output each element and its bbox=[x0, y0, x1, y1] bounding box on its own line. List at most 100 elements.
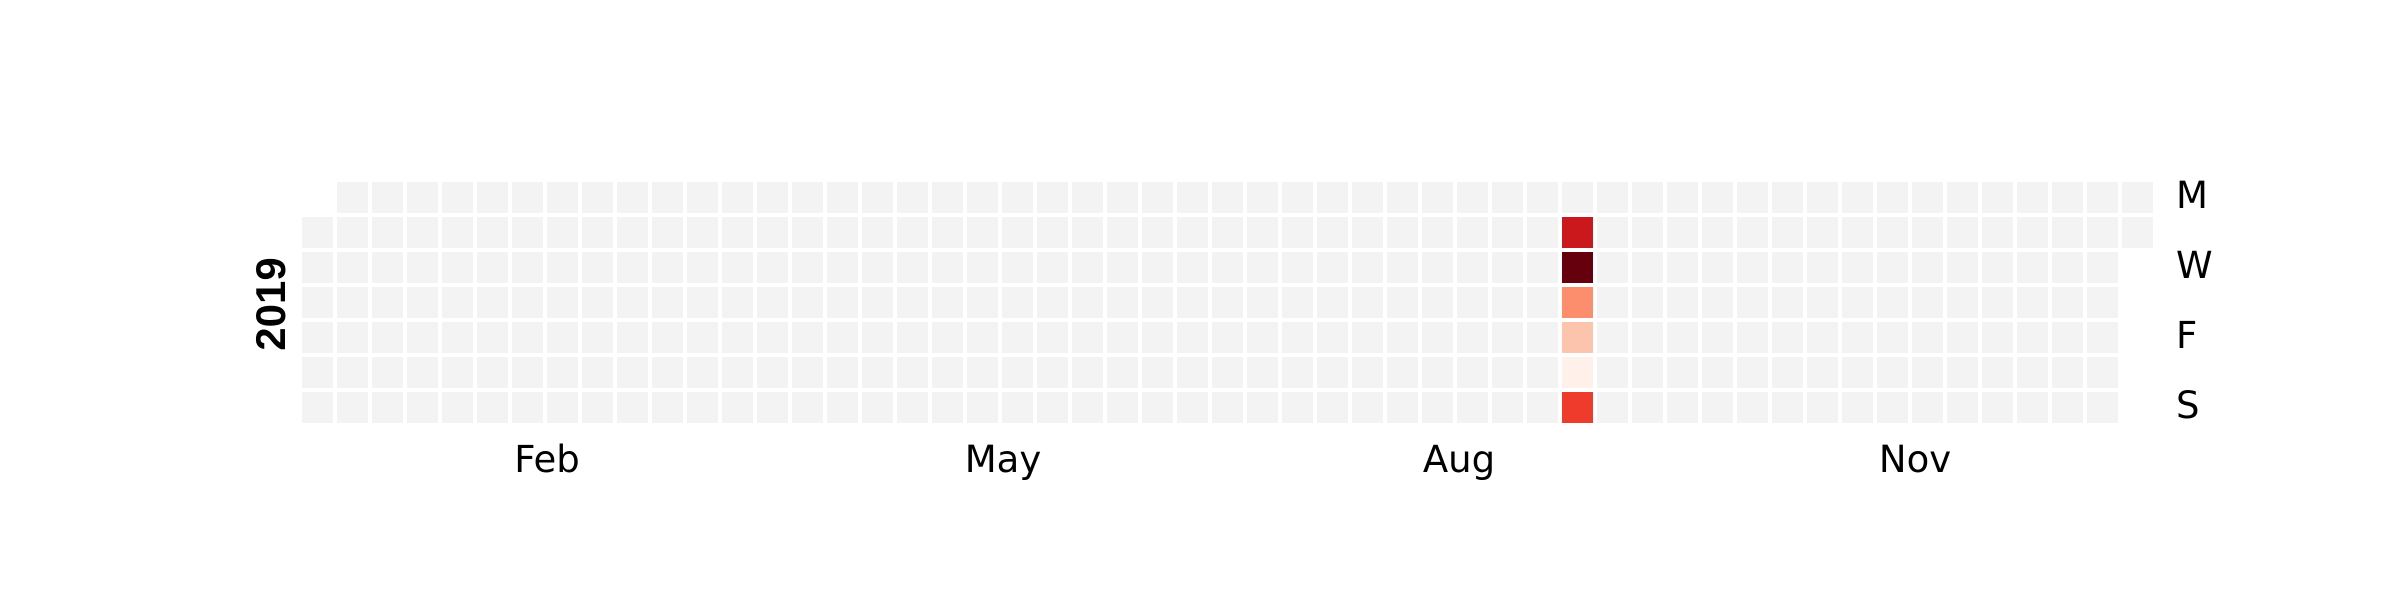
heatmap-cell bbox=[1177, 252, 1208, 283]
heatmap-cell bbox=[442, 287, 473, 318]
heatmap-cell bbox=[1037, 392, 1068, 423]
heatmap-cell bbox=[302, 217, 333, 248]
heatmap-cell bbox=[2017, 392, 2048, 423]
heatmap-cell bbox=[477, 287, 508, 318]
heatmap-cell bbox=[582, 357, 613, 388]
heatmap-cell bbox=[1422, 357, 1453, 388]
heatmap-cell bbox=[1807, 182, 1838, 213]
heatmap-cell bbox=[1842, 287, 1873, 318]
heatmap-cell bbox=[652, 182, 683, 213]
month-label-may: May bbox=[965, 438, 1042, 481]
heatmap-cell bbox=[1982, 322, 2013, 353]
heatmap-cell bbox=[2017, 217, 2048, 248]
heatmap-cell bbox=[1492, 182, 1523, 213]
heatmap-cell bbox=[1177, 182, 1208, 213]
heatmap-cell bbox=[1247, 392, 1278, 423]
heatmap-cell bbox=[1807, 252, 1838, 283]
heatmap-cell bbox=[2017, 287, 2048, 318]
heatmap-cell bbox=[687, 287, 718, 318]
heatmap-cell bbox=[547, 357, 578, 388]
heatmap-cell bbox=[1247, 287, 1278, 318]
weekday-label-wednesday: W bbox=[2176, 244, 2213, 287]
heatmap-cell bbox=[1177, 392, 1208, 423]
heatmap-cell bbox=[442, 392, 473, 423]
heatmap-cell bbox=[477, 252, 508, 283]
heatmap-cell bbox=[1212, 392, 1243, 423]
heatmap-cell bbox=[827, 322, 858, 353]
heatmap-cell bbox=[1247, 322, 1278, 353]
heatmap-cell bbox=[1422, 322, 1453, 353]
heatmap-cell bbox=[1842, 252, 1873, 283]
heatmap-cell bbox=[1072, 357, 1103, 388]
heatmap-cell bbox=[1072, 217, 1103, 248]
heatmap-cell bbox=[967, 252, 998, 283]
heatmap-cell bbox=[477, 392, 508, 423]
heatmap-cell bbox=[862, 287, 893, 318]
heatmap-cell bbox=[1772, 182, 1803, 213]
heatmap-cell bbox=[792, 392, 823, 423]
heatmap-cell bbox=[1177, 217, 1208, 248]
heatmap-cell bbox=[547, 392, 578, 423]
heatmap-cell bbox=[512, 217, 543, 248]
heatmap-cell bbox=[897, 252, 928, 283]
heatmap-cell bbox=[722, 182, 753, 213]
heatmap-cell bbox=[1282, 392, 1313, 423]
heatmap-cell bbox=[827, 182, 858, 213]
heatmap-cell bbox=[1107, 287, 1138, 318]
heatmap-cell bbox=[1247, 252, 1278, 283]
heatmap-cell bbox=[372, 182, 403, 213]
heatmap-cell bbox=[722, 392, 753, 423]
heatmap-cell bbox=[1772, 252, 1803, 283]
heatmap-cell bbox=[1772, 217, 1803, 248]
heatmap-cell bbox=[1807, 287, 1838, 318]
heatmap-cell bbox=[1317, 252, 1348, 283]
heatmap-cell bbox=[1492, 217, 1523, 248]
heatmap-cell bbox=[967, 322, 998, 353]
heatmap-cell bbox=[1422, 217, 1453, 248]
heatmap-cell bbox=[687, 217, 718, 248]
heatmap-cell bbox=[1597, 357, 1628, 388]
heatmap-cell bbox=[1947, 392, 1978, 423]
heatmap-cell bbox=[1352, 287, 1383, 318]
year-label: 2019 bbox=[247, 257, 294, 350]
heatmap-cell bbox=[337, 182, 368, 213]
heatmap-cell bbox=[477, 357, 508, 388]
heatmap-cell bbox=[862, 182, 893, 213]
heatmap-cell bbox=[1772, 287, 1803, 318]
month-label-nov: Nov bbox=[1879, 438, 1951, 481]
heatmap-cell bbox=[547, 252, 578, 283]
heatmap-cell bbox=[1842, 182, 1873, 213]
heatmap-cell bbox=[897, 357, 928, 388]
heatmap-cell bbox=[1387, 287, 1418, 318]
heatmap-cell bbox=[897, 182, 928, 213]
month-label-feb: Feb bbox=[514, 438, 580, 481]
heatmap-cell-active-2019-08-16 bbox=[1562, 322, 1593, 353]
heatmap-cell bbox=[1702, 392, 1733, 423]
heatmap-cell bbox=[1667, 217, 1698, 248]
heatmap-cell bbox=[1177, 287, 1208, 318]
heatmap-cell bbox=[2087, 322, 2118, 353]
heatmap-cell bbox=[1597, 217, 1628, 248]
heatmap-cell bbox=[1387, 217, 1418, 248]
heatmap-cell bbox=[932, 322, 963, 353]
heatmap-cell bbox=[1702, 182, 1733, 213]
heatmap-cell bbox=[2052, 322, 2083, 353]
heatmap-cell bbox=[1317, 322, 1348, 353]
heatmap-cell bbox=[1947, 182, 1978, 213]
heatmap-cell bbox=[862, 357, 893, 388]
heatmap-cell bbox=[2087, 182, 2118, 213]
heatmap-cell bbox=[1352, 182, 1383, 213]
heatmap-cell bbox=[1072, 287, 1103, 318]
heatmap-cell bbox=[1422, 287, 1453, 318]
heatmap-cell bbox=[827, 217, 858, 248]
heatmap-cell bbox=[1317, 217, 1348, 248]
heatmap-cell bbox=[1212, 252, 1243, 283]
heatmap-cell bbox=[1737, 252, 1768, 283]
heatmap-cell bbox=[652, 392, 683, 423]
heatmap-cell bbox=[722, 287, 753, 318]
heatmap-cell bbox=[1877, 217, 1908, 248]
heatmap-cell bbox=[1002, 252, 1033, 283]
heatmap-cell bbox=[1142, 182, 1173, 213]
heatmap-cell bbox=[1947, 322, 1978, 353]
heatmap-cell bbox=[792, 322, 823, 353]
